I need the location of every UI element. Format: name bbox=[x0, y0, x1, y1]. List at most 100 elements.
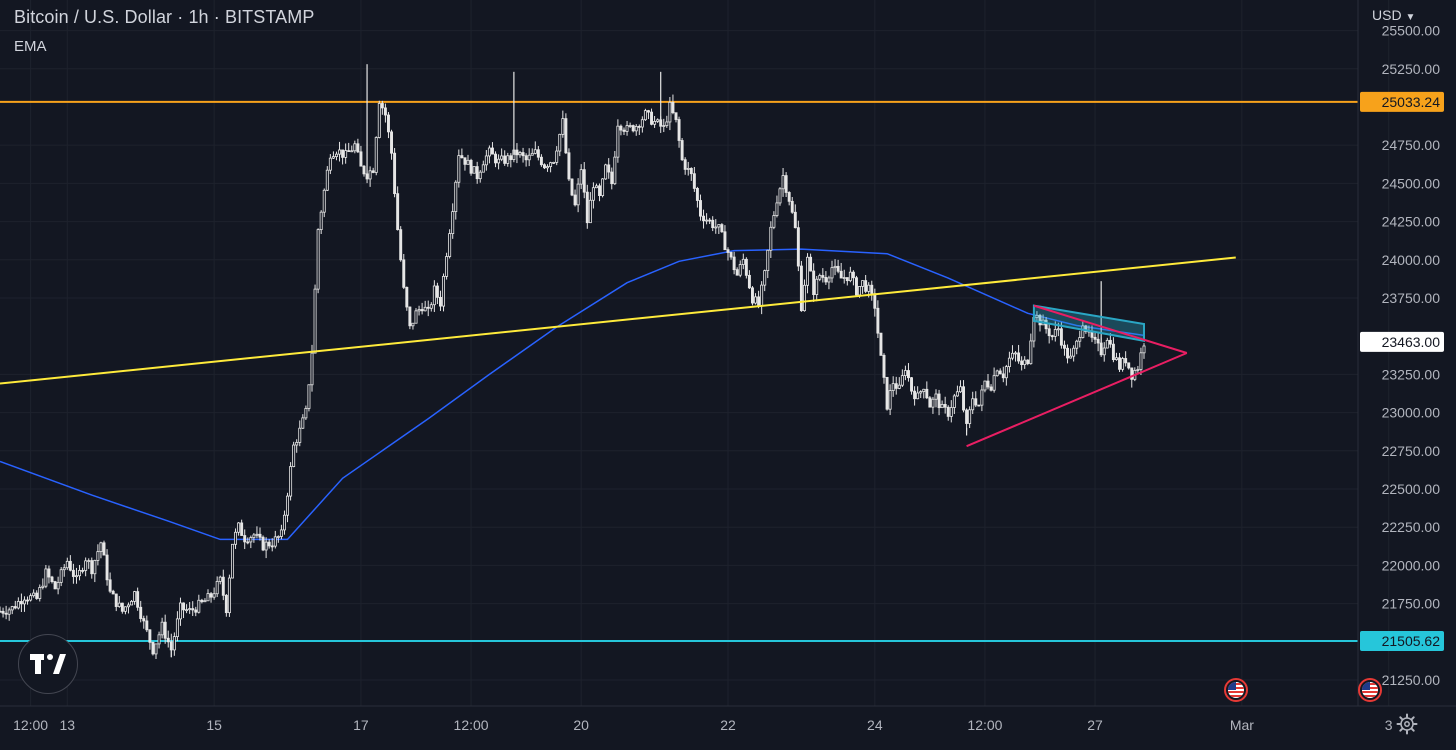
candle-body bbox=[738, 264, 742, 276]
triangle-upper-line[interactable] bbox=[1033, 304, 1188, 354]
candle bbox=[56, 576, 60, 595]
trend-line[interactable] bbox=[0, 256, 1236, 385]
y-tick-label: 22250.00 bbox=[1382, 519, 1441, 535]
candle-body bbox=[610, 171, 614, 185]
candle bbox=[469, 158, 473, 176]
candle-body bbox=[41, 585, 45, 588]
candle bbox=[799, 260, 803, 312]
candle-body bbox=[227, 577, 231, 614]
candle bbox=[524, 153, 528, 167]
candle-body bbox=[766, 249, 770, 272]
candle bbox=[625, 120, 629, 136]
currency-selector[interactable]: USD ▼ bbox=[1372, 7, 1415, 23]
candle bbox=[172, 632, 176, 656]
candle bbox=[1029, 333, 1033, 365]
tradingview-logo-icon[interactable] bbox=[18, 634, 78, 694]
candle-body bbox=[402, 259, 406, 288]
candle bbox=[842, 269, 846, 284]
candle-body bbox=[539, 156, 543, 166]
candle-body bbox=[264, 541, 268, 551]
candle bbox=[836, 259, 840, 274]
us-flag-event-icon[interactable] bbox=[1223, 678, 1248, 702]
candle-body bbox=[475, 166, 479, 180]
candle bbox=[429, 302, 433, 312]
y-tick-label: 23250.00 bbox=[1382, 366, 1441, 382]
candle-body bbox=[965, 409, 969, 424]
candle bbox=[861, 280, 865, 294]
candle-body bbox=[555, 150, 559, 163]
candle bbox=[102, 540, 106, 556]
candle-body bbox=[200, 599, 204, 603]
candle bbox=[460, 148, 464, 159]
candle-body bbox=[674, 112, 678, 120]
candle-body bbox=[714, 226, 718, 229]
candle bbox=[203, 598, 207, 603]
candle bbox=[224, 593, 228, 617]
candle bbox=[123, 606, 127, 615]
candle-body bbox=[56, 581, 60, 590]
candle-body bbox=[139, 606, 143, 619]
candle-body bbox=[744, 258, 748, 276]
candle bbox=[533, 141, 537, 155]
candle-body bbox=[136, 591, 140, 608]
candle-body bbox=[289, 466, 293, 497]
candle bbox=[227, 574, 231, 617]
candle-body bbox=[383, 107, 387, 116]
candle-body bbox=[273, 536, 277, 547]
candle-body bbox=[221, 576, 225, 596]
candle bbox=[711, 216, 715, 232]
candle bbox=[423, 300, 427, 312]
candle-body bbox=[163, 621, 167, 639]
candle bbox=[845, 277, 849, 286]
candle bbox=[579, 164, 583, 189]
candle-body bbox=[386, 114, 390, 133]
candle bbox=[720, 223, 724, 233]
candle-body bbox=[527, 154, 531, 161]
candle-body bbox=[267, 541, 271, 547]
candle-body bbox=[570, 178, 574, 196]
candle-body bbox=[445, 256, 449, 277]
candle-body bbox=[87, 560, 91, 562]
candle-body bbox=[1017, 352, 1021, 362]
candle bbox=[108, 572, 112, 594]
candle-body bbox=[331, 156, 335, 159]
candle bbox=[760, 281, 764, 315]
candle-body bbox=[442, 275, 446, 307]
y-tick-label: 24250.00 bbox=[1382, 214, 1441, 230]
settings-gear-icon[interactable] bbox=[1396, 713, 1418, 735]
candle-body bbox=[619, 125, 623, 131]
candle bbox=[650, 108, 653, 126]
candle bbox=[598, 183, 601, 202]
us-flag-event-icon[interactable] bbox=[1358, 678, 1383, 702]
candle-body bbox=[977, 404, 981, 407]
candle-body bbox=[0, 610, 2, 613]
candle bbox=[472, 166, 476, 174]
x-axis: 12:00 13 15 17 12:00 20 22 24 12:00 27 Mar 3 bbox=[0, 705, 1456, 733]
candle bbox=[26, 596, 30, 605]
candle-body bbox=[598, 185, 601, 197]
candle-body bbox=[371, 170, 375, 173]
candle-body bbox=[438, 296, 442, 307]
candle bbox=[818, 273, 822, 282]
candle-body bbox=[561, 118, 565, 135]
candle-body bbox=[518, 152, 522, 156]
triangle-lower-line[interactable] bbox=[966, 352, 1188, 448]
candle bbox=[582, 162, 586, 199]
candle-body bbox=[876, 307, 880, 334]
candle bbox=[873, 288, 877, 317]
candle bbox=[377, 100, 381, 139]
candle-body bbox=[671, 101, 675, 114]
candle bbox=[518, 150, 522, 158]
candle-body bbox=[457, 155, 461, 183]
candle bbox=[142, 615, 146, 629]
candle-body bbox=[1136, 369, 1140, 371]
candle bbox=[273, 530, 277, 549]
indicator-label[interactable]: EMA bbox=[14, 38, 47, 55]
candle-body bbox=[255, 533, 259, 536]
candle-body bbox=[148, 629, 152, 643]
candle-body bbox=[959, 386, 962, 393]
candle-body bbox=[1069, 355, 1073, 359]
candle bbox=[32, 589, 36, 598]
